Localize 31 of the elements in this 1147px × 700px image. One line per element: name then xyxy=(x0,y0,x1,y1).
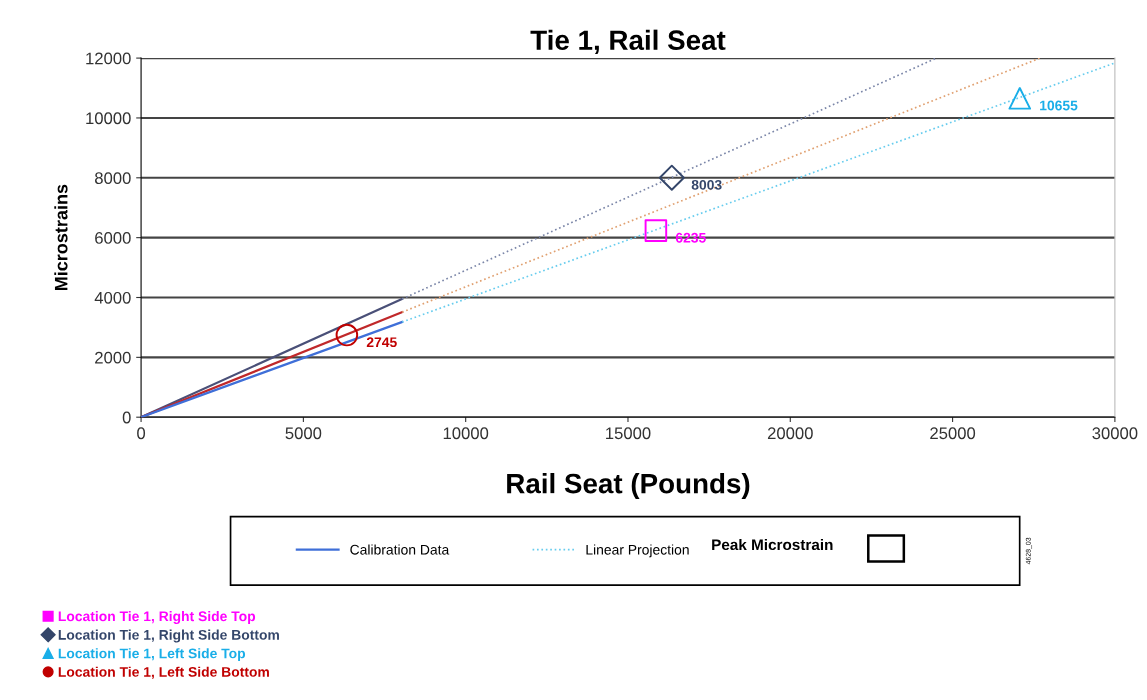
x-tick-label: 15000 xyxy=(606,427,651,440)
y-axis-title: Microstrains xyxy=(54,184,68,291)
legend-label: Location Tie 1, Right Side Top xyxy=(58,611,256,625)
x-tick-label: 20000 xyxy=(767,427,813,440)
data-label: 2745 xyxy=(366,337,397,348)
legend-label: Location Tie 1, Left Side Top xyxy=(58,648,246,662)
data-label: 8003 xyxy=(691,179,722,190)
y-tick-label: 8000 xyxy=(95,172,131,184)
legend-label: Linear Projection xyxy=(586,544,689,558)
legend-label: Location Tie 1, Right Side Bottom xyxy=(58,629,279,643)
y-tick-label: 10000 xyxy=(86,112,131,125)
legend-label: Location Tie 1, Left Side Bottom xyxy=(58,666,269,679)
text: Peak Microstrain xyxy=(712,538,833,551)
x-tick-label: 25000 xyxy=(930,427,976,440)
x-tick-label: 0 xyxy=(137,427,146,440)
legend-label: Calibration Data xyxy=(350,544,450,555)
y-tick-label: 12000 xyxy=(86,52,131,65)
x-axis-title: Rail Seat (Pounds) xyxy=(507,473,750,499)
x-tick-label: 10000 xyxy=(443,427,489,440)
point xyxy=(335,323,359,347)
y-tick-label: 6000 xyxy=(95,232,131,244)
data-label: 10655 xyxy=(1040,100,1078,111)
y-tick-label: 0 xyxy=(122,411,131,424)
point xyxy=(644,219,668,242)
chart-title: Tie 1, Rail Seat xyxy=(530,29,726,55)
point xyxy=(1008,87,1032,110)
point xyxy=(658,164,685,191)
y-tick-label: 2000 xyxy=(95,351,131,364)
x-tick-label: 5000 xyxy=(285,427,322,440)
y-tick-label: 4000 xyxy=(94,291,131,304)
x-tick-label: 30000 xyxy=(1092,427,1138,440)
